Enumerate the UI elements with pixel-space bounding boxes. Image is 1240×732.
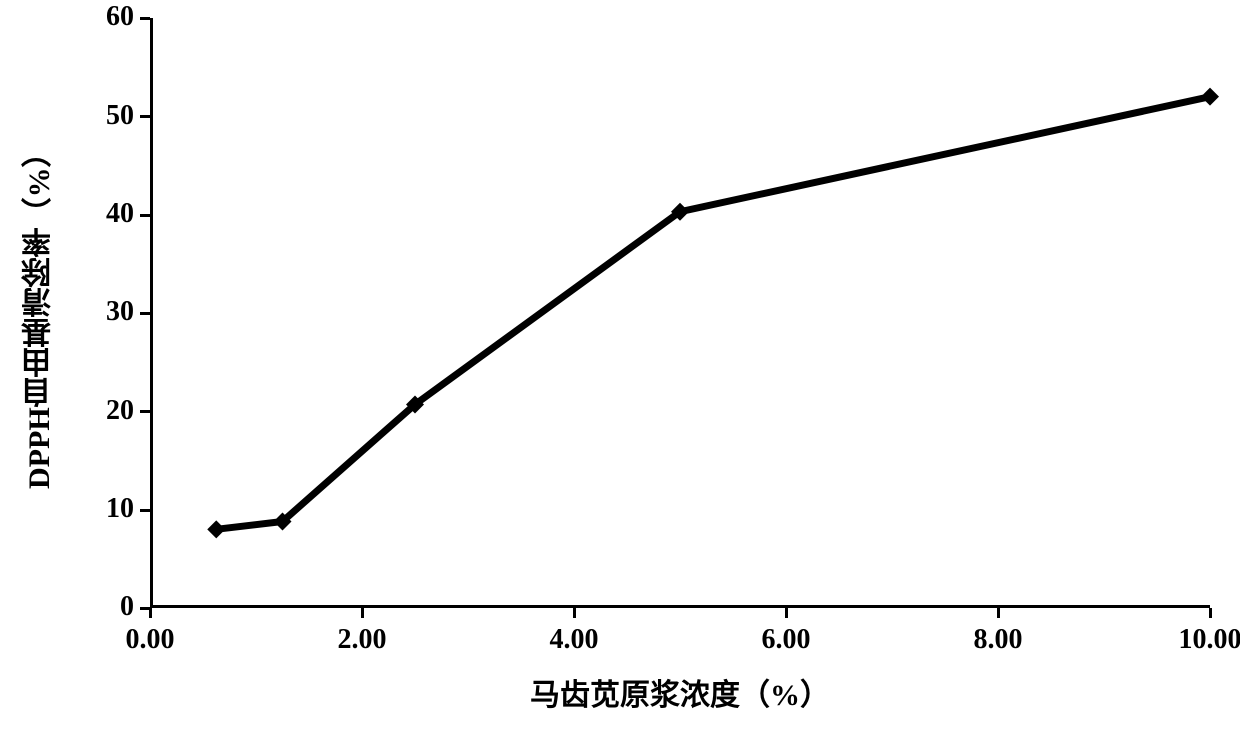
y-tick [140, 214, 150, 217]
y-tick [140, 115, 150, 118]
y-tick-label: 40 [74, 198, 134, 230]
plot-area: 01020304050600.002.004.006.008.0010.00 [150, 18, 1210, 608]
series-layer [150, 18, 1210, 608]
x-tick-label: 8.00 [948, 624, 1048, 656]
x-tick [1209, 608, 1212, 618]
line-chart: DPPH自由基清除率（%） 马齿苋原浆浓度（%） 01020304050600.… [0, 0, 1240, 732]
y-tick [140, 509, 150, 512]
y-tick-label: 60 [74, 1, 134, 33]
data-marker [207, 520, 225, 538]
y-tick [140, 312, 150, 315]
x-tick-label: 6.00 [736, 624, 836, 656]
y-tick-label: 20 [74, 395, 134, 427]
x-tick-label: 10.00 [1160, 624, 1240, 656]
x-tick [361, 608, 364, 618]
x-tick [149, 608, 152, 618]
x-tick [997, 608, 1000, 618]
data-marker [1201, 88, 1219, 106]
series-line [216, 97, 1210, 530]
y-tick-label: 10 [74, 493, 134, 525]
y-tick [140, 17, 150, 20]
y-tick-label: 0 [74, 591, 134, 623]
x-tick [785, 608, 788, 618]
y-axis-title: DPPH自由基清除率（%） [18, 78, 62, 548]
y-tick [140, 410, 150, 413]
x-tick-label: 2.00 [312, 624, 412, 656]
x-tick [573, 608, 576, 618]
x-axis-title: 马齿苋原浆浓度（%） [150, 670, 1210, 714]
x-tick-label: 0.00 [100, 624, 200, 656]
y-tick-label: 50 [74, 100, 134, 132]
y-tick-label: 30 [74, 296, 134, 328]
x-tick-label: 4.00 [524, 624, 624, 656]
